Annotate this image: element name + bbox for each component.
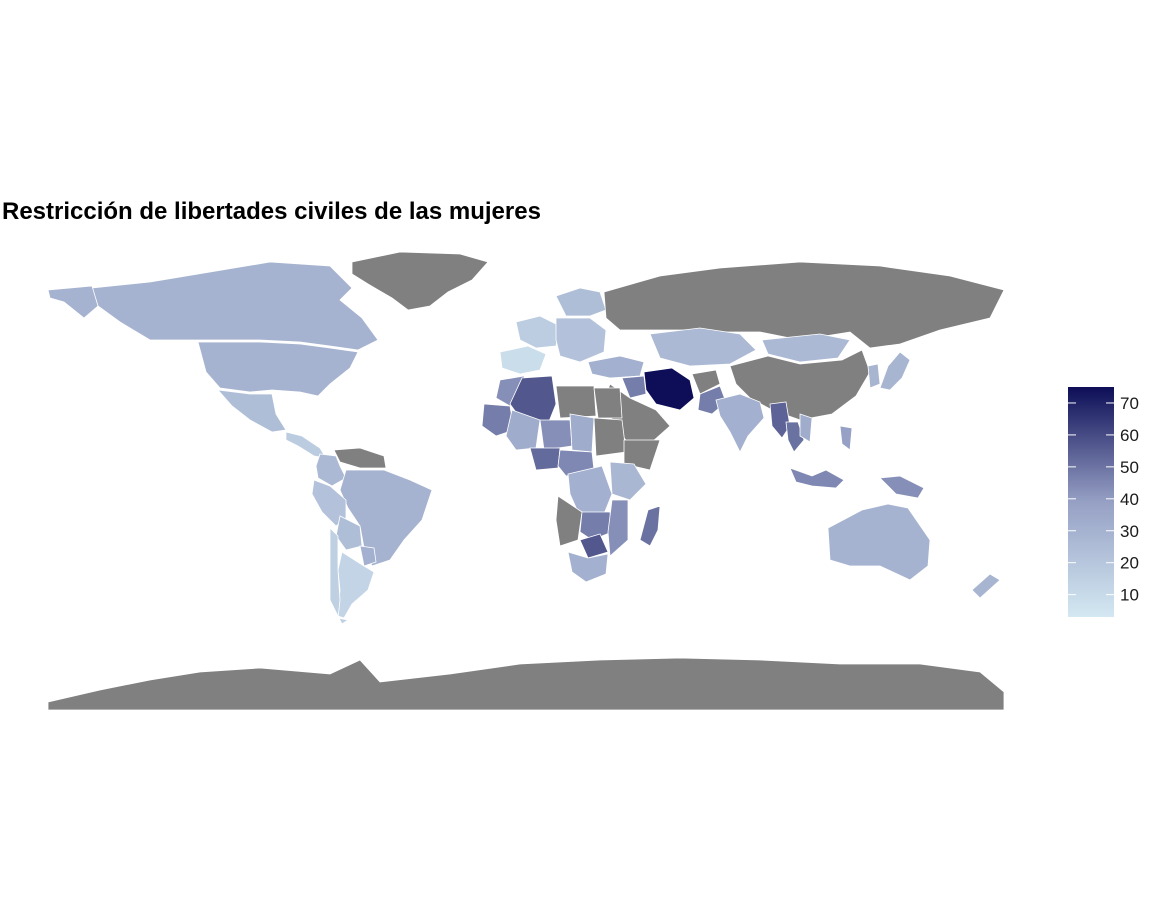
region-antarctica [47,657,1005,711]
region-kazakhstan [649,327,757,367]
region-thailand [785,421,805,453]
region-united-states [197,341,359,397]
legend-tick-label: 40 [1120,490,1139,509]
region-mali [505,409,541,451]
world-map [47,251,1005,711]
region-ethiopia [623,439,661,471]
region-nigeria [529,447,561,471]
region-venezuela [333,447,387,469]
legend-tick-label: 10 [1120,586,1139,605]
region-mongolia [761,333,851,363]
region-korea [867,363,881,389]
region-chile [329,527,350,625]
region-australia [827,503,931,581]
region-india [715,393,765,453]
region-canada [91,261,379,351]
region-mexico [217,389,287,433]
region-iran [643,367,695,411]
region-scandinavia [555,287,607,317]
region-philippines [839,425,853,451]
region-angola [555,495,583,547]
map-title: Restricción de libertades civiles de las… [2,198,541,225]
region-madagascar [639,505,661,547]
region-colombia [315,453,347,487]
legend-tick-label: 50 [1120,458,1139,477]
region-egypt [593,387,623,419]
region-east-africa [609,461,647,501]
region-paraguay [359,545,377,567]
region-western-europe [515,315,561,349]
legend-tick-label: 70 [1120,394,1139,413]
region-greenland [351,251,489,311]
region-indonesia [789,467,845,489]
region-spain [499,345,547,375]
region-chad [569,413,595,453]
region-niger [539,419,573,451]
region-afghanistan [691,369,721,395]
region-mauritania [481,403,515,437]
region-south-africa [567,551,609,583]
region-russia [603,261,1005,349]
legend-tick-label: 20 [1120,554,1139,573]
legend-colorbar [1068,387,1114,617]
legend-tick-label: 60 [1120,426,1139,445]
region-myanmar [769,401,791,439]
region-botswana [579,533,609,559]
region-japan [879,351,911,391]
region-new-zealand [971,573,1001,599]
region-papua-new-guinea [879,475,925,499]
region-zambia [579,511,613,541]
region-sudan [593,417,627,457]
region-bolivia [335,515,363,551]
region-iraq [621,375,647,399]
legend-tick-label: 30 [1120,522,1139,541]
region-brazil [339,469,433,567]
region-alaska [47,285,99,319]
color-legend: 10 20 30 40 50 60 70 [1068,387,1139,617]
region-mozambique [607,499,629,557]
region-central-europe [555,317,607,363]
region-vietnam [799,413,813,443]
region-libya [555,385,597,419]
region-turkey [587,355,645,379]
